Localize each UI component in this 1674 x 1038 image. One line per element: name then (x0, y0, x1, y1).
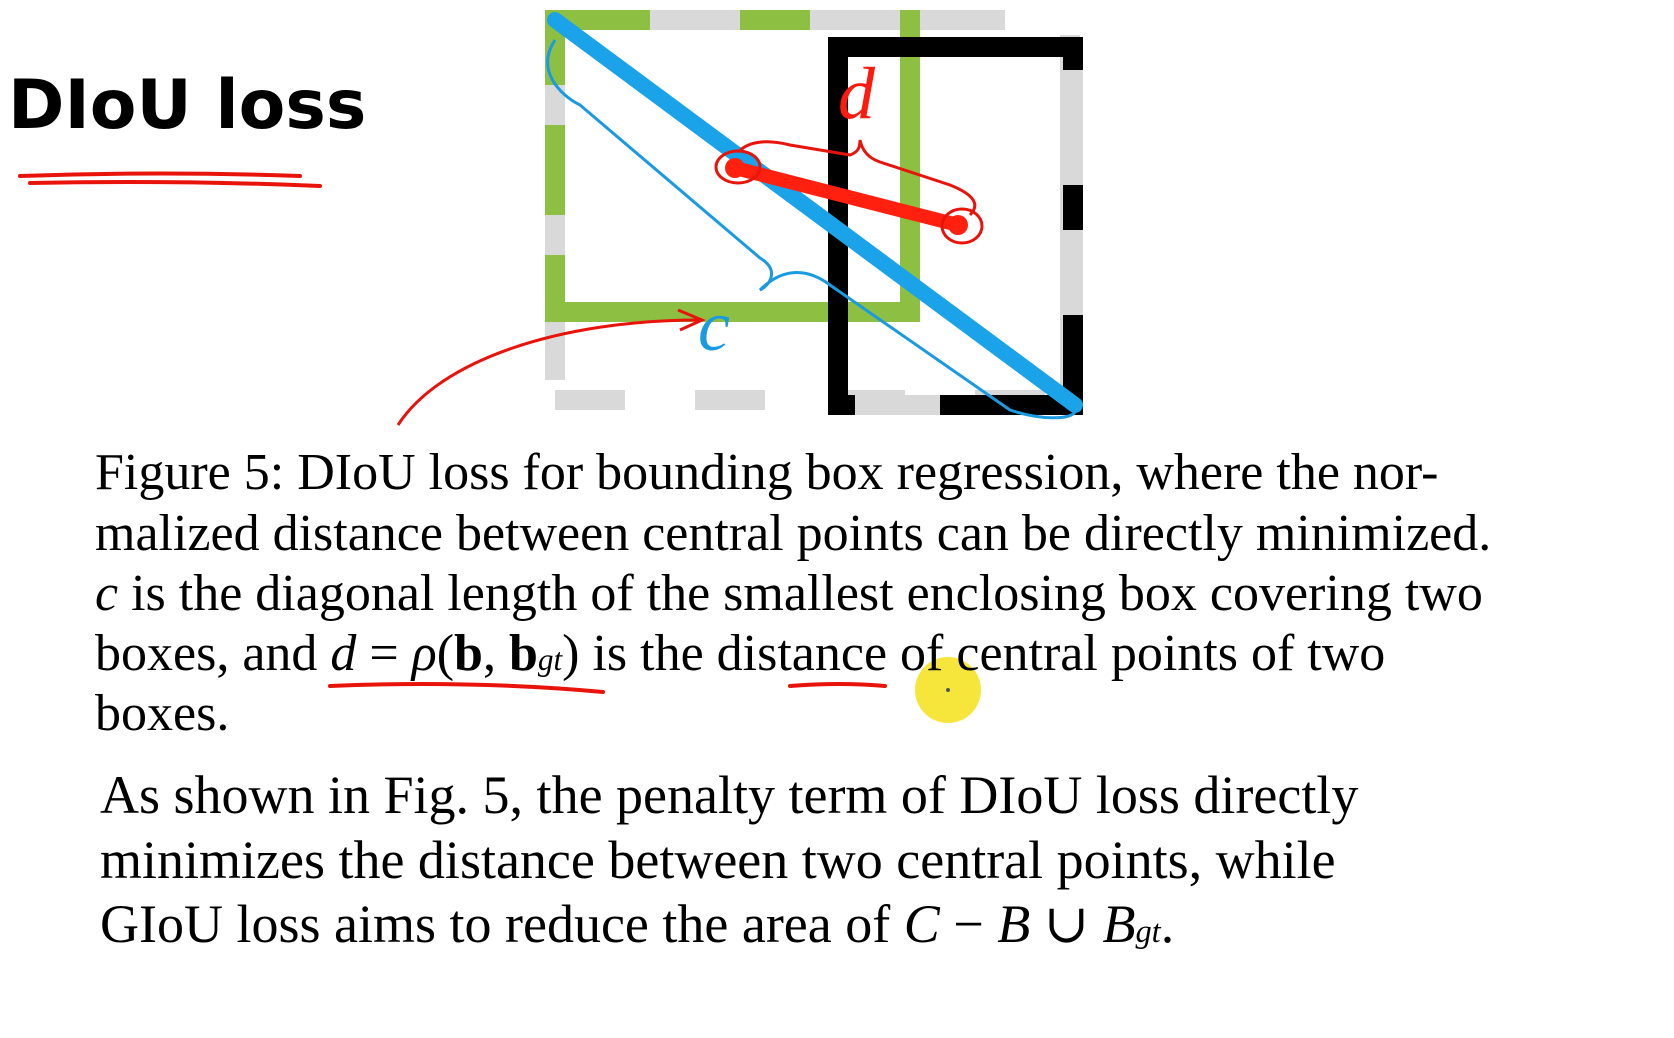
caption-line-3-text: is the diagonal length of the smallest e… (131, 565, 1483, 622)
cursor-dot (946, 688, 950, 692)
expr-C: C (903, 894, 940, 954)
formula-bgt: b (508, 625, 538, 682)
center-circle-annotation-2 (940, 207, 984, 245)
caption-line-4-prefix: boxes, and (95, 625, 318, 682)
expr-gt: gt (1135, 914, 1161, 950)
target-box (545, 10, 920, 322)
expr-Bgt: B (1102, 894, 1136, 954)
formula-comma: , (482, 625, 509, 682)
distance-underline-annotation (788, 682, 887, 688)
caption-line-1: Figure 5: DIoU loss for bounding box reg… (95, 444, 1439, 501)
arrow-annotation (396, 318, 701, 426)
caption-line-5: boxes. (95, 685, 230, 742)
expr-cup: ∪ (1030, 894, 1103, 954)
paragraph-line-3-text: GIoU loss aims to reduce the area of (100, 894, 891, 954)
brace-d (736, 139, 977, 217)
formula-close: ) (562, 625, 580, 682)
formula-eq: = (356, 625, 412, 682)
distance-d-line (728, 161, 965, 232)
var-c: c (95, 565, 119, 622)
title-underline-annotation (18, 171, 302, 178)
formula-rho: ρ (411, 625, 437, 682)
formula-b: b (454, 625, 483, 682)
center-point-target (725, 158, 745, 178)
arrow-head (677, 308, 706, 332)
formula-open: ( (436, 625, 455, 682)
brace-c (546, 39, 1077, 420)
paragraph-line-1: As shown in Fig. 5, the penalty term of … (100, 765, 1359, 825)
paragraph-line-2: minimizes the distance between two centr… (100, 830, 1336, 890)
diagonal-c-line (547, 12, 1083, 413)
label-d: d (838, 53, 876, 135)
page-title: DIoU loss (8, 66, 367, 145)
expr-B: B (997, 894, 1031, 954)
formula-gt: gt (537, 642, 563, 677)
caption-line-3: c is the diagonal length of the smallest… (95, 568, 1483, 620)
title-underline-annotation-2 (28, 180, 322, 188)
expr-end: . (1160, 894, 1175, 954)
paragraph-line-3: GIoU loss aims to reduce the area of C −… (100, 897, 1174, 951)
formula-underline-annotation (328, 682, 605, 694)
label-c: c (698, 286, 730, 366)
caption-line-4: boxes, and d = ρ(b, bgt) is the distance… (95, 628, 1385, 680)
caption-line-2: malized distance between central points … (95, 505, 1492, 562)
formula-d: d (330, 625, 357, 682)
expr-minus: − (939, 894, 998, 954)
center-point-predicted (948, 215, 968, 235)
caption-line-4-text: is the distance of central points of two (592, 625, 1386, 682)
